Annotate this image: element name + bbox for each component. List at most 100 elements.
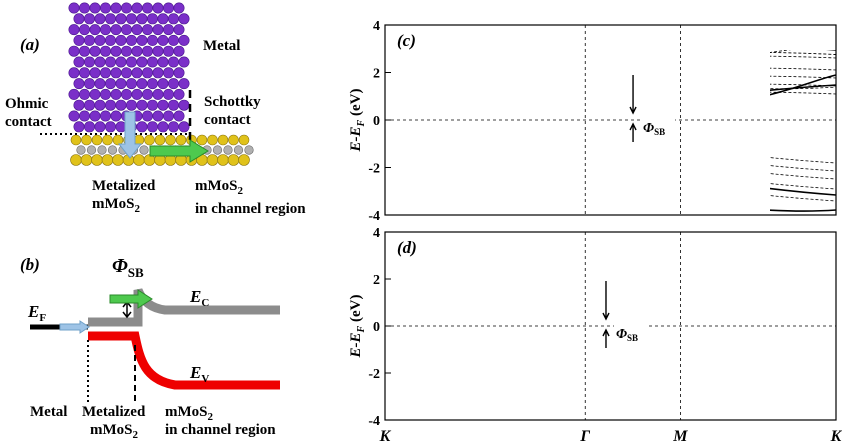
atom <box>152 24 164 36</box>
atom <box>168 78 180 90</box>
atom <box>173 67 185 79</box>
y-label-unit: (eV) <box>348 295 364 326</box>
atom <box>147 99 159 111</box>
atom <box>142 110 154 122</box>
atom <box>94 99 106 111</box>
barrier-arrow <box>602 281 610 348</box>
atom <box>76 145 86 155</box>
atom <box>147 78 159 90</box>
atom <box>168 13 180 25</box>
atom <box>110 67 122 79</box>
atom <box>68 110 80 122</box>
atom <box>136 121 148 133</box>
atom <box>121 2 133 14</box>
atom <box>131 45 143 57</box>
atom <box>142 45 154 57</box>
atom <box>105 78 117 90</box>
atom <box>157 78 169 90</box>
atom <box>147 56 159 68</box>
atom <box>68 45 80 57</box>
atom <box>178 34 190 46</box>
ec-label: EC <box>189 287 209 309</box>
label-bg <box>613 324 648 344</box>
ohmic-label: Ohmic contact <box>5 96 52 130</box>
atom <box>178 56 190 68</box>
atom <box>136 13 148 25</box>
panel-label: (d) <box>397 238 417 257</box>
atom <box>115 13 127 25</box>
atom <box>79 67 91 79</box>
atom <box>73 121 85 133</box>
y-axis-label: E-EF (eV) <box>348 295 367 359</box>
channel-label: mMoS2 in channel region <box>195 178 306 217</box>
atom <box>165 134 176 146</box>
atom <box>73 78 85 90</box>
atom <box>100 2 112 14</box>
atom <box>207 134 218 146</box>
atom <box>178 13 190 25</box>
atom <box>80 154 93 166</box>
atom <box>126 34 138 46</box>
atom <box>91 154 103 166</box>
atom <box>152 67 164 79</box>
atom <box>84 99 96 111</box>
atom <box>68 88 80 100</box>
panel-label: (c) <box>397 31 416 50</box>
atom <box>105 99 117 111</box>
y-label-sub: F <box>356 119 367 127</box>
atom <box>178 99 190 111</box>
atom <box>73 34 85 46</box>
atom <box>217 154 229 166</box>
atom <box>157 121 169 133</box>
atom <box>163 45 175 57</box>
atom <box>152 110 164 122</box>
y-tick-label: -4 <box>368 209 380 224</box>
arrow <box>117 111 143 159</box>
schottky-label: Schottky contact <box>204 94 261 128</box>
arrow <box>59 320 90 334</box>
atom <box>238 134 250 146</box>
atom <box>173 2 185 14</box>
atom <box>157 13 169 25</box>
atom <box>115 78 127 90</box>
atom <box>105 34 117 46</box>
atom <box>100 45 112 57</box>
atom <box>84 78 96 90</box>
atom <box>94 13 106 25</box>
x-tick-label: K <box>379 428 392 444</box>
atom <box>206 154 219 166</box>
band-plot <box>385 45 836 215</box>
phi-sub: SB <box>627 333 638 343</box>
atom <box>89 67 101 79</box>
atom <box>157 34 169 46</box>
x-tick-label: Γ <box>579 428 590 444</box>
y-tick-label: 0 <box>373 114 380 129</box>
atom <box>89 110 101 122</box>
atom <box>126 78 138 90</box>
y-label-main: E-E <box>348 332 364 358</box>
atom <box>136 99 148 111</box>
atom <box>175 134 187 146</box>
atom <box>105 56 117 68</box>
atom <box>196 134 208 146</box>
x-tick-label: M <box>672 428 688 444</box>
atom <box>94 78 106 90</box>
panel-label: (b) <box>20 255 40 274</box>
ef-label: EF <box>27 302 46 324</box>
atom <box>178 78 190 90</box>
atom <box>84 121 96 133</box>
atom <box>91 134 103 146</box>
y-tick-label: 4 <box>373 19 380 34</box>
atom <box>73 56 85 68</box>
atom <box>173 45 185 57</box>
panel-label: (a) <box>20 35 40 54</box>
atom <box>131 24 143 36</box>
atom <box>227 154 240 166</box>
atom <box>100 24 112 36</box>
atom <box>84 56 96 68</box>
atom <box>97 145 107 155</box>
metal-label: Metal <box>30 404 67 420</box>
ev-label: EV <box>189 363 209 385</box>
atom <box>152 45 164 57</box>
